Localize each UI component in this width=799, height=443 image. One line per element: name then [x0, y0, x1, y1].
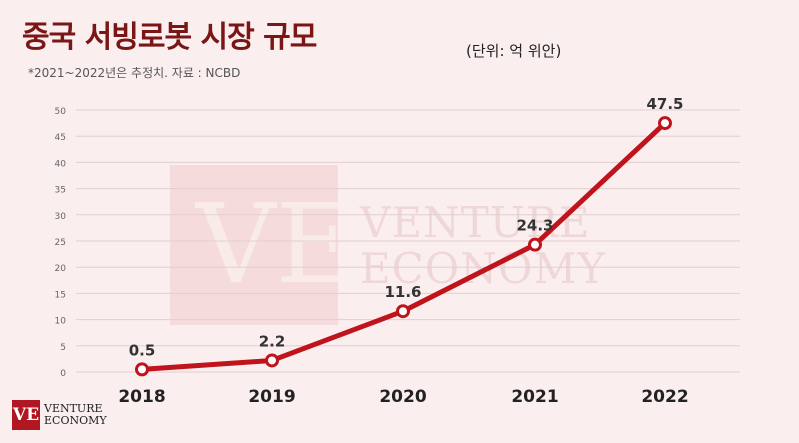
y-tick-label: 45	[55, 133, 66, 143]
data-label: 47.5	[646, 95, 683, 113]
watermark-box	[170, 165, 338, 325]
watermark-line1: VENTURE	[360, 198, 591, 247]
y-tick-label: 0	[60, 369, 66, 379]
y-tick-label: 20	[55, 264, 67, 274]
logo-mark: VE	[12, 400, 40, 430]
unit-label: (단위: 억 위안)	[466, 42, 562, 60]
x-tick-label: 2019	[248, 387, 295, 407]
data-point-marker	[528, 237, 542, 252]
y-tick-label: 30	[55, 212, 67, 222]
series-line	[139, 120, 668, 372]
logo-words: VENTURE ECONOMY	[44, 403, 107, 427]
y-tick-label: 25	[55, 238, 66, 248]
data-point-marker	[658, 116, 672, 131]
x-tick-label: 2021	[511, 387, 558, 407]
data-label: 24.3	[516, 217, 553, 235]
logo-line2: ECONOMY	[44, 414, 107, 427]
x-tick-label: 2022	[641, 387, 688, 407]
y-tick-label: 50	[55, 107, 67, 117]
y-tick-label: 40	[55, 159, 67, 169]
source-note: *2021~2022년은 추정치. 자료 : NCBD	[28, 66, 241, 80]
data-label: 11.6	[384, 283, 421, 301]
x-tick-label: 2018	[118, 387, 165, 407]
y-tick-label: 15	[55, 290, 66, 300]
watermark-logo-mark: VE	[196, 180, 356, 308]
data-label: 0.5	[129, 341, 156, 359]
data-label: 2.2	[259, 332, 286, 350]
y-tick-label: 10	[55, 317, 67, 327]
x-tick-label: 2020	[379, 387, 426, 407]
chart-title: 중국 서빙로봇 시장 규모	[22, 20, 317, 55]
y-tick-label: 5	[60, 343, 66, 353]
y-tick-label: 35	[55, 186, 66, 196]
data-point-marker	[135, 362, 149, 377]
data-point-marker	[265, 353, 279, 368]
logo-line1: VENTURE	[44, 402, 103, 415]
watermark-text: VENTURE ECONOMY	[360, 200, 606, 292]
brand-logo: VE VENTURE ECONOMY	[12, 400, 107, 430]
data-point-marker	[396, 304, 410, 319]
